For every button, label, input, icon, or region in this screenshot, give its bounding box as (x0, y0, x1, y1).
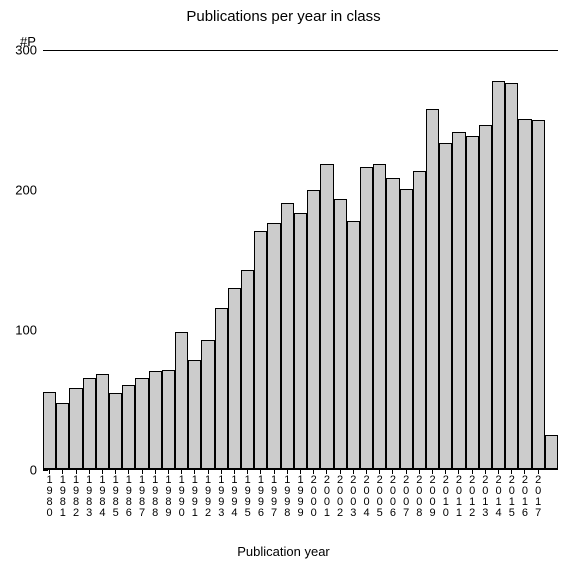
x-tick-label: 2004 (362, 475, 372, 519)
chart-title: Publications per year in class (0, 8, 567, 25)
x-tick-label: 1990 (177, 475, 187, 519)
x-tick-label: 1996 (256, 475, 266, 519)
bar (135, 378, 148, 469)
x-tick-label: 2015 (507, 475, 517, 519)
x-tick-label: 2011 (454, 475, 464, 519)
x-tick-label: 2006 (388, 475, 398, 519)
bar (334, 199, 347, 469)
bar (109, 393, 122, 469)
bar (386, 178, 399, 469)
x-tick-label: 2005 (375, 475, 385, 519)
bar (162, 370, 175, 469)
bar (241, 270, 254, 469)
bar (56, 403, 69, 469)
bar (307, 190, 320, 469)
bar (96, 374, 109, 469)
bar (201, 340, 214, 469)
x-tick-label: 2013 (480, 475, 490, 519)
bar (149, 371, 162, 469)
x-tick-label: 2010 (441, 475, 451, 519)
x-tick-label: 1983 (84, 475, 94, 519)
bar (228, 288, 241, 469)
bar (69, 388, 82, 469)
bar (532, 120, 545, 469)
bar (426, 109, 439, 469)
plot-area (43, 50, 558, 470)
x-tick-label: 2012 (467, 475, 477, 519)
bar (373, 164, 386, 469)
bar (254, 231, 267, 469)
bar (267, 223, 280, 469)
bar (83, 378, 96, 469)
x-tick-label: 2000 (309, 475, 319, 519)
x-tick-label: 1986 (124, 475, 134, 519)
bar (294, 213, 307, 469)
x-tick-label: 2014 (494, 475, 504, 519)
x-tick-label: 2008 (414, 475, 424, 519)
x-tick-label: 1985 (111, 475, 121, 519)
x-tick-label: 1993 (216, 475, 226, 519)
x-tick-label: 1997 (269, 475, 279, 519)
bar (320, 164, 333, 469)
x-tick-label: 1989 (163, 475, 173, 519)
y-tick-label: 300 (7, 43, 37, 58)
x-tick-label: 1999 (296, 475, 306, 519)
bar (439, 143, 452, 469)
bar (175, 332, 188, 469)
x-tick-label: 1981 (58, 475, 68, 519)
x-tick-label: 1982 (71, 475, 81, 519)
y-tick-label: 200 (7, 183, 37, 198)
x-axis-title: Publication year (0, 544, 567, 559)
y-tick-label: 100 (7, 323, 37, 338)
bar (492, 81, 505, 469)
x-tick-label: 2016 (520, 475, 530, 519)
x-tick-label: 1994 (229, 475, 239, 519)
y-tick-mark (43, 470, 48, 471)
bar (281, 203, 294, 469)
bar (518, 119, 531, 469)
bar (466, 136, 479, 469)
bar (215, 308, 228, 469)
bar (43, 392, 56, 469)
bar (479, 125, 492, 469)
x-tick-label: 1988 (150, 475, 160, 519)
x-tick-label: 1998 (282, 475, 292, 519)
x-tick-label: 1984 (97, 475, 107, 519)
x-tick-label: 1992 (203, 475, 213, 519)
bar (545, 435, 558, 469)
x-tick-label: 1980 (45, 475, 55, 519)
bar (347, 221, 360, 469)
bar (400, 189, 413, 469)
x-tick-label: 2002 (335, 475, 345, 519)
x-tick-label: 1987 (137, 475, 147, 519)
x-tick-label: 2007 (401, 475, 411, 519)
bar (188, 360, 201, 469)
y-tick-label: 0 (7, 463, 37, 478)
x-tick-label: 2017 (533, 475, 543, 519)
bars-group (43, 51, 558, 469)
x-tick-label: 2003 (348, 475, 358, 519)
chart-container: Publications per year in class #P Public… (0, 0, 567, 567)
bar (452, 132, 465, 469)
x-tick-label: 2001 (322, 475, 332, 519)
bar (413, 171, 426, 469)
x-tick-label: 1991 (190, 475, 200, 519)
x-tick-label: 1995 (243, 475, 253, 519)
x-tick-label: 2009 (428, 475, 438, 519)
bar (360, 167, 373, 469)
bar (505, 83, 518, 469)
bar (122, 385, 135, 469)
